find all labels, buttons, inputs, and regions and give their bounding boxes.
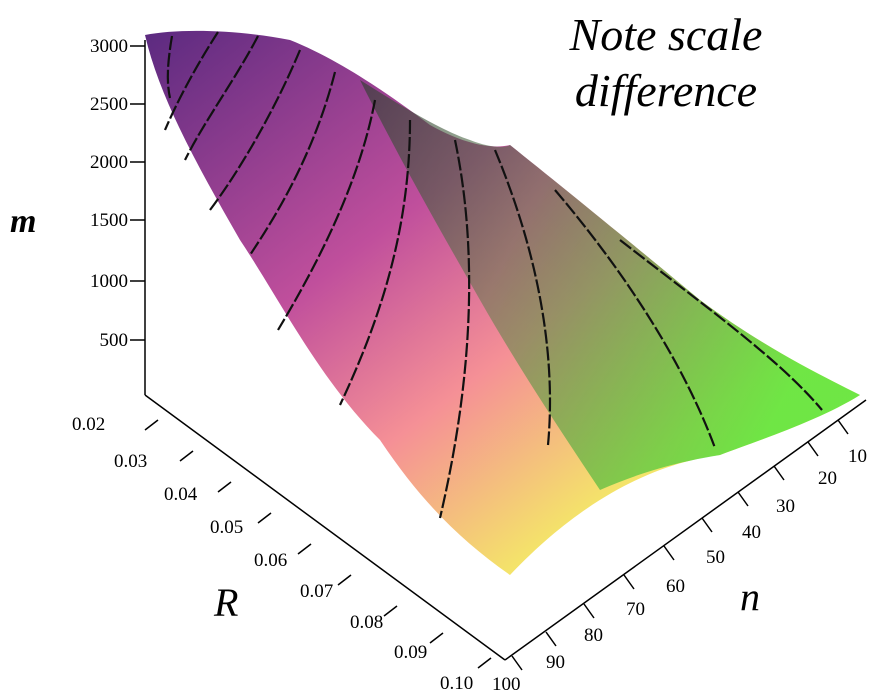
contour-line <box>438 139 471 519</box>
n-tick-label: 90 <box>546 652 565 673</box>
n-tick-label: 10 <box>848 446 867 467</box>
r-tick-label: 0.08 <box>350 612 383 633</box>
surface-green-overlay <box>360 80 860 490</box>
r-tick-label: 0.03 <box>114 451 147 472</box>
contour-line <box>249 71 337 256</box>
m-tick-label: 500 <box>100 330 129 351</box>
n-tick-labels: 10 20 30 40 50 60 70 80 90 100 <box>492 446 867 695</box>
r-axis-label: R <box>213 580 238 625</box>
m-tick-labels: 3000 2500 2000 1500 1000 500 <box>90 36 128 351</box>
r-tick-label: 0.09 <box>394 642 427 663</box>
m-tick-label: 2000 <box>90 152 128 173</box>
contour-line <box>493 149 552 446</box>
r-tick-label: 0.06 <box>254 550 287 571</box>
contour-line <box>166 35 174 99</box>
r-tick-label: 0.07 <box>300 581 333 602</box>
m-tick-label: 1500 <box>90 210 128 231</box>
contour-line <box>277 99 377 331</box>
n-tick-label: 60 <box>666 576 685 597</box>
r-tick-labels: 0.02 0.03 0.04 0.05 0.06 0.07 0.08 0.09 … <box>72 414 473 694</box>
n-tick-label: 80 <box>584 625 603 646</box>
n-tick-label: 70 <box>626 599 645 620</box>
r-tick-label: 0.04 <box>164 484 198 505</box>
contour-line <box>209 49 302 211</box>
n-axis <box>504 399 867 671</box>
r-axis <box>144 394 506 669</box>
r-tick-label: 0.05 <box>210 517 243 538</box>
m-axis <box>130 40 146 395</box>
r-tick-label: 0.10 <box>440 673 473 694</box>
m-tick-label: 3000 <box>90 36 128 57</box>
contour-line <box>554 189 717 449</box>
n-tick-label: 100 <box>492 674 521 695</box>
n-tick-label: 20 <box>818 468 837 489</box>
r-tick-label: 0.02 <box>72 414 105 435</box>
m-tick-label: 2500 <box>90 94 128 115</box>
contour-lines <box>163 31 823 519</box>
m-axis-label: m <box>10 203 36 240</box>
n-axis-label: n <box>740 574 760 619</box>
contour-line <box>339 119 412 406</box>
n-tick-label: 50 <box>706 547 725 568</box>
n-tick-label: 30 <box>776 496 795 517</box>
annotation-line-2: difference <box>575 65 757 116</box>
contour-line <box>184 35 259 161</box>
contour-line <box>619 239 823 411</box>
contour-line <box>163 31 219 131</box>
m-tick-label: 1000 <box>90 271 128 292</box>
annotation-line-1: Note scale <box>569 9 763 60</box>
n-tick-label: 40 <box>742 522 761 543</box>
surface <box>145 30 860 576</box>
annotation-note: Note scale difference <box>569 9 763 116</box>
